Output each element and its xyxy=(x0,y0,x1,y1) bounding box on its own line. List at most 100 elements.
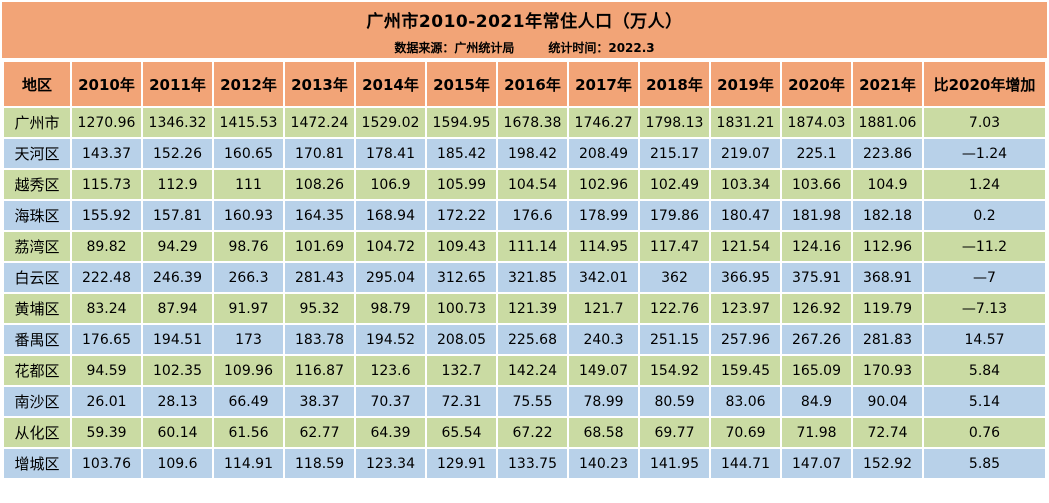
table-row: 天河区 143.37 152.26 160.65 170.81 178.41 185.42 1… xyxy=(2,137,1047,170)
region-name: 越秀区 xyxy=(2,168,72,201)
value-cell: 176.65 xyxy=(70,323,143,356)
table-row: 越秀区 115.73 112.9 111 108.26 106.9 105.99 104.54… xyxy=(2,168,1047,201)
value-cell: 225.68 xyxy=(496,323,569,356)
value-cell: 104.9 xyxy=(851,168,924,201)
column-header-year: 2011年 xyxy=(141,60,214,108)
value-cell: 89.82 xyxy=(70,230,143,263)
value-cell: 173 xyxy=(212,323,285,356)
value-cell: 240.3 xyxy=(567,323,640,356)
value-cell: 1529.02 xyxy=(354,106,427,139)
change-cell: 7.03 xyxy=(922,106,1047,139)
value-cell: 103.34 xyxy=(709,168,782,201)
value-cell: 87.94 xyxy=(141,292,214,325)
value-cell: 100.73 xyxy=(425,292,498,325)
change-cell: —1.24 xyxy=(922,137,1047,170)
value-cell: 69.77 xyxy=(638,416,711,449)
column-header-year: 2020年 xyxy=(780,60,853,108)
change-cell: 0.76 xyxy=(922,416,1047,449)
value-cell: 152.26 xyxy=(141,137,214,170)
table-row: 黄埔区 83.24 87.94 91.97 95.32 98.79 100.73 121.39… xyxy=(2,292,1047,325)
statistics-time-label: 统计时间：2022.3 xyxy=(548,40,655,55)
value-cell: 61.56 xyxy=(212,416,285,449)
value-cell: 267.26 xyxy=(780,323,853,356)
column-header-year: 2019年 xyxy=(709,60,782,108)
value-cell: 219.07 xyxy=(709,137,782,170)
value-cell: 157.81 xyxy=(141,199,214,232)
value-cell: 159.45 xyxy=(709,354,782,387)
value-cell: 106.9 xyxy=(354,168,427,201)
value-cell: 176.6 xyxy=(496,199,569,232)
change-cell: 0.2 xyxy=(922,199,1047,232)
value-cell: 257.96 xyxy=(709,323,782,356)
change-cell: 1.24 xyxy=(922,168,1047,201)
value-cell: 362 xyxy=(638,261,711,294)
table-subtitle: 数据来源：广州统计局 统计时间：2022.3 xyxy=(394,39,654,56)
value-cell: 119.79 xyxy=(851,292,924,325)
value-cell: 142.24 xyxy=(496,354,569,387)
column-header-year: 2018年 xyxy=(638,60,711,108)
value-cell: 1874.03 xyxy=(780,106,853,139)
value-cell: 112.96 xyxy=(851,230,924,263)
column-header-region: 地区 xyxy=(2,60,72,108)
value-cell: 94.29 xyxy=(141,230,214,263)
value-cell: 147.07 xyxy=(780,447,853,480)
value-cell: 102.49 xyxy=(638,168,711,201)
value-cell: 28.13 xyxy=(141,385,214,418)
value-cell: 121.39 xyxy=(496,292,569,325)
column-header-change: 比2020年增加 xyxy=(922,60,1047,108)
change-cell: 5.85 xyxy=(922,447,1047,480)
value-cell: 295.04 xyxy=(354,261,427,294)
value-cell: 104.72 xyxy=(354,230,427,263)
column-header-year: 2021年 xyxy=(851,60,924,108)
value-cell: 121.54 xyxy=(709,230,782,263)
value-cell: 1472.24 xyxy=(283,106,356,139)
table-row: 荔湾区 89.82 94.29 98.76 101.69 104.72 109.43 111.… xyxy=(2,230,1047,263)
value-cell: 1346.32 xyxy=(141,106,214,139)
value-cell: 104.54 xyxy=(496,168,569,201)
data-source-label: 数据来源：广州统计局 xyxy=(394,40,515,55)
value-cell: 155.92 xyxy=(70,199,143,232)
value-cell: 1746.27 xyxy=(567,106,640,139)
change-cell: —7 xyxy=(922,261,1047,294)
value-cell: 65.54 xyxy=(425,416,498,449)
region-name: 黄埔区 xyxy=(2,292,72,325)
population-table: 地区 2010年 2011年 2012年 2013年 2014年 2015年 2016年 201… xyxy=(2,60,1047,480)
value-cell: 281.43 xyxy=(283,261,356,294)
value-cell: 178.99 xyxy=(567,199,640,232)
value-cell: 60.14 xyxy=(141,416,214,449)
value-cell: 123.34 xyxy=(354,447,427,480)
value-cell: 91.97 xyxy=(212,292,285,325)
value-cell: 70.69 xyxy=(709,416,782,449)
region-name: 天河区 xyxy=(2,137,72,170)
value-cell: 102.96 xyxy=(567,168,640,201)
value-cell: 182.18 xyxy=(851,199,924,232)
value-cell: 95.32 xyxy=(283,292,356,325)
value-cell: 83.06 xyxy=(709,385,782,418)
region-name: 番禺区 xyxy=(2,323,72,356)
value-cell: 149.07 xyxy=(567,354,640,387)
region-name: 从化区 xyxy=(2,416,72,449)
value-cell: 64.39 xyxy=(354,416,427,449)
value-cell: 111 xyxy=(212,168,285,201)
value-cell: 194.51 xyxy=(141,323,214,356)
value-cell: 179.86 xyxy=(638,199,711,232)
value-cell: 266.3 xyxy=(212,261,285,294)
value-cell: 165.09 xyxy=(780,354,853,387)
change-cell: 5.84 xyxy=(922,354,1047,387)
value-cell: 168.94 xyxy=(354,199,427,232)
value-cell: 70.37 xyxy=(354,385,427,418)
value-cell: 68.58 xyxy=(567,416,640,449)
column-header-year: 2014年 xyxy=(354,60,427,108)
value-cell: 1594.95 xyxy=(425,106,498,139)
value-cell: 122.76 xyxy=(638,292,711,325)
value-cell: 116.87 xyxy=(283,354,356,387)
value-cell: 80.59 xyxy=(638,385,711,418)
value-cell: 160.65 xyxy=(212,137,285,170)
column-header-year: 2017年 xyxy=(567,60,640,108)
value-cell: 75.55 xyxy=(496,385,569,418)
value-cell: 181.98 xyxy=(780,199,853,232)
region-name: 白云区 xyxy=(2,261,72,294)
table-row: 花都区 94.59 102.35 109.96 116.87 123.6 132.7 142.… xyxy=(2,354,1047,387)
value-cell: 123.97 xyxy=(709,292,782,325)
